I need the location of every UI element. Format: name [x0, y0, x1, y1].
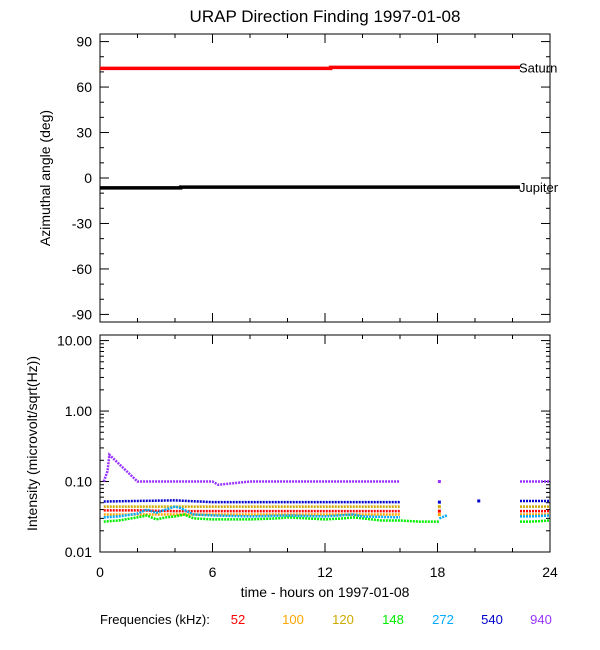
y-tick-label: 1.00: [65, 403, 92, 419]
y-tick-label: 60: [76, 79, 92, 95]
label-saturn: Saturn: [519, 60, 557, 75]
azimuth-y-label: Azimuthal angle (deg): [37, 110, 53, 246]
legend-item-100: 100: [282, 612, 304, 627]
legend-item-148: 148: [382, 612, 404, 627]
series-148-khz: [520, 519, 551, 523]
x-tick-label: 12: [317, 564, 333, 580]
series-272-khz: [438, 514, 448, 520]
y-tick-label: -60: [72, 261, 92, 277]
series-940-khz: [102, 452, 400, 487]
y-tick-label: 90: [76, 34, 92, 50]
legend-item-940: 940: [530, 612, 552, 627]
intensity-panel: 10.00 1.00 0.10 0.010 6 12 18 24 Intensity (micr…: [24, 333, 558, 580]
azimuth-panel: 90 60 30 0 -30 -60 -90 Azimuthal angle (deg) Sat…: [37, 33, 559, 323]
legend-item-120: 120: [332, 612, 354, 627]
figure-title: URAP Direction Finding 1997-01-08: [190, 7, 461, 26]
point-540-khz: [477, 499, 481, 503]
intensity-y-label: Intensity (microvolt/sqrt(Hz)): [24, 356, 40, 531]
y-tick-label: 0: [84, 170, 92, 186]
y-tick-label: -90: [72, 306, 92, 322]
x-tick-label: 24: [542, 564, 558, 580]
point-52-khz: [437, 509, 441, 513]
y-tick-label: 0.10: [65, 474, 92, 490]
series-jupiter: [100, 185, 520, 190]
point-940-khz: [437, 480, 441, 484]
x-axis-title: time - hours on 1997-01-08: [241, 584, 410, 600]
y-tick-label: 10.00: [57, 333, 92, 349]
y-tick-label: 0.01: [65, 544, 92, 560]
x-tick-label: 18: [430, 564, 446, 580]
x-tick-label: 0: [96, 564, 104, 580]
legend-item-540: 540: [481, 612, 503, 627]
x-tick-label: 6: [209, 564, 217, 580]
point-100-khz: [437, 513, 441, 517]
azimuth-plot-frame: [99, 33, 551, 323]
point-540-khz: [437, 500, 441, 504]
series-148-khz: [103, 513, 440, 523]
point-120-khz: [437, 505, 441, 509]
series-52-khz: [103, 509, 400, 513]
y-tick-label: 30: [76, 125, 92, 141]
legend-item-52: 52: [231, 612, 245, 627]
series-540-khz: [103, 499, 400, 504]
series-272-khz: [520, 514, 551, 518]
legend-label: Frequencies (kHz):: [100, 612, 210, 627]
series-272-khz: [103, 505, 401, 519]
frequency-legend: 52 100 120 148 272 540 940: [231, 612, 552, 627]
legend-item-272: 272: [432, 612, 454, 627]
label-jupiter: Jupiter: [519, 180, 559, 195]
series-saturn: [100, 65, 520, 71]
y-tick-label: -30: [72, 215, 92, 231]
